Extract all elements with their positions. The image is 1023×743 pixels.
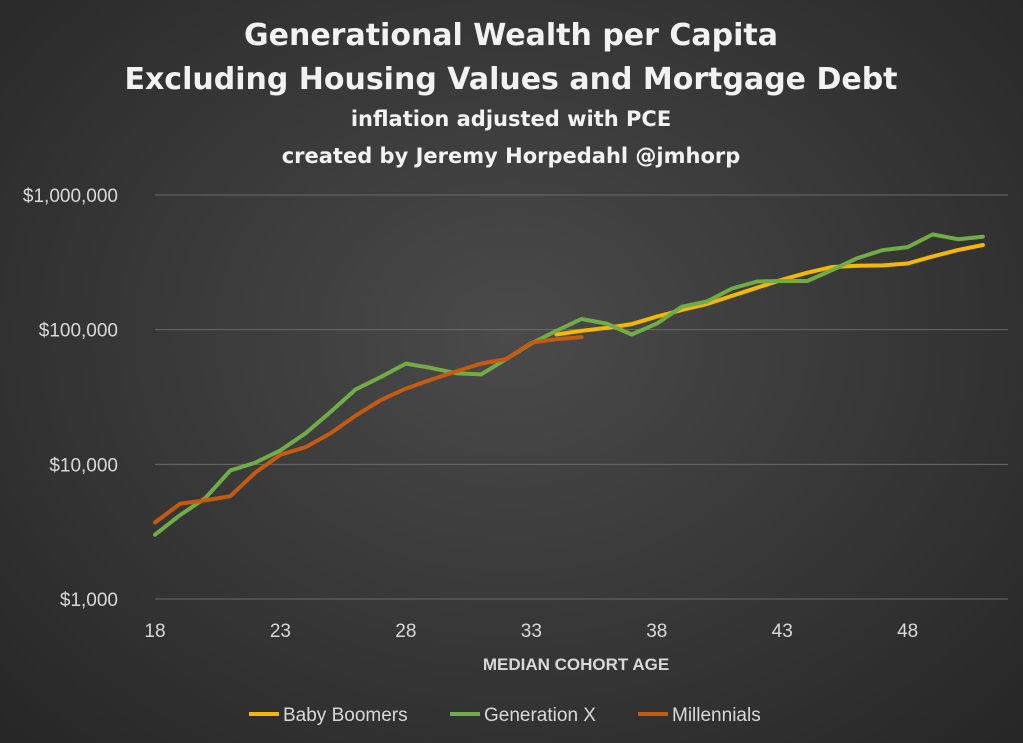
chart-title-line2: Excluding Housing Values and Mortgage De… <box>124 62 897 97</box>
x-tick-label: 38 <box>646 621 667 642</box>
legend-label-generation-x: Generation X <box>484 705 596 726</box>
y-tick-label: $1,000 <box>60 590 118 611</box>
x-tick-label: 48 <box>897 621 918 642</box>
y-axis-ticks: $1,000 $10,000 $100,000 $1,000,000 <box>23 186 118 611</box>
x-tick-label: 28 <box>395 621 416 642</box>
x-axis-title: MEDIAN COHORT AGE <box>483 655 669 674</box>
y-tick-label: $100,000 <box>39 321 118 342</box>
chart-title: Generational Wealth per Capita <box>244 18 778 53</box>
x-tick-label: 23 <box>270 621 291 642</box>
x-tick-label: 43 <box>772 621 793 642</box>
legend-label-millennials: Millennials <box>672 705 761 726</box>
series-line-baby-boomers <box>554 243 985 337</box>
chart-subtitle: inflation adjusted with PCE <box>351 107 671 131</box>
series-line-millennials <box>153 335 584 525</box>
series-line-generation-x <box>153 232 985 537</box>
x-axis-ticks: 18 23 28 33 38 43 48 <box>144 621 918 642</box>
legend-label-baby-boomers: Baby Boomers <box>283 705 408 726</box>
series-lines <box>153 232 985 537</box>
y-tick-label: $1,000,000 <box>23 186 118 207</box>
x-tick-label: 33 <box>521 621 542 642</box>
chart-subtitle-line2: created by Jeremy Horpedahl @jmhorp <box>282 144 741 168</box>
y-tick-label: $10,000 <box>49 455 118 476</box>
x-tick-label: 18 <box>144 621 165 642</box>
legend: Baby Boomers Generation X Millennials <box>249 705 761 726</box>
gridlines <box>155 194 1008 600</box>
